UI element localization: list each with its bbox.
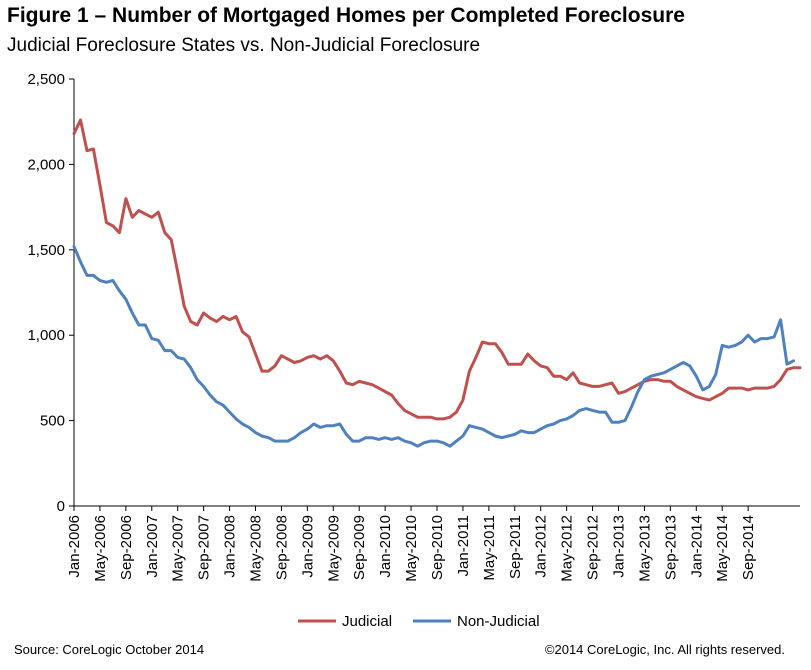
x-tick-label: May-2012	[559, 515, 576, 582]
x-tick-label: Sep-2009	[351, 515, 368, 580]
x-tick-label: Sep-2007	[196, 515, 213, 580]
source-note: Source: CoreLogic October 2014	[14, 642, 205, 657]
series-lines	[72, 118, 802, 448]
series-line-non-judicial	[72, 244, 795, 448]
x-tick-label: Jan-2014	[688, 515, 705, 578]
chart-subtitle: Judicial Foreclosure States vs. Non-Judi…	[7, 35, 481, 56]
chart-title: Figure 1 – Number of Mortgaged Homes per…	[7, 4, 685, 27]
x-tick-label: Sep-2008	[273, 515, 290, 580]
x-tick-label: Sep-2013	[662, 515, 679, 580]
x-tick-label: Sep-2011	[507, 515, 524, 579]
line-chart: 0 500 1,000 1,500 2,000 2,500 Jan-2006 May-200…	[27, 71, 802, 630]
x-tick-label: Sep-2010	[429, 515, 446, 580]
x-tick-label: Sep-2012	[585, 515, 602, 580]
legend-label: Non-Judicial	[457, 613, 540, 630]
x-tick-label: Jan-2011	[455, 515, 472, 576]
legend: Judicial Non-Judicial	[298, 613, 540, 630]
y-tick-label: 2,500	[27, 71, 65, 88]
series-line-judicial	[72, 118, 802, 421]
x-tick-label: May-2009	[325, 515, 342, 582]
x-tick-label: May-2010	[403, 515, 420, 582]
x-tick-label: May-2013	[636, 515, 653, 582]
legend-label: Judicial	[342, 613, 392, 630]
copyright-note: ©2014 CoreLogic, Inc. All rights reserve…	[544, 642, 785, 657]
x-tick-label: Jan-2008	[222, 515, 239, 578]
x-tick-label: Jan-2006	[66, 515, 83, 578]
y-tick-label: 500	[40, 413, 65, 430]
y-tick-label: 0	[57, 498, 65, 515]
x-tick-label: Jan-2012	[533, 515, 550, 578]
x-tick-label: Jan-2010	[377, 515, 394, 578]
x-tick-label: May-2006	[92, 515, 109, 582]
x-tick-label: Sep-2006	[118, 515, 135, 580]
x-tick-label: Jan-2007	[144, 515, 161, 578]
x-tick-label: May-2011	[481, 515, 498, 581]
x-axis: Jan-2006 May-2006 Sep-2006 Jan-2007 May-2007…	[66, 505, 800, 582]
x-tick-label: May-2014	[714, 515, 731, 582]
x-tick-label: May-2007	[170, 515, 187, 582]
x-tick-label: May-2008	[248, 515, 265, 582]
x-tick-label: Sep-2014	[740, 515, 757, 580]
x-tick-label: Jan-2013	[611, 515, 628, 578]
y-axis: 0 500 1,000 1,500 2,000 2,500	[27, 71, 75, 515]
y-tick-label: 1,500	[27, 242, 65, 259]
y-tick-label: 1,000	[27, 327, 65, 344]
x-tick-label: Jan-2009	[299, 515, 316, 578]
y-tick-label: 2,000	[27, 156, 65, 173]
